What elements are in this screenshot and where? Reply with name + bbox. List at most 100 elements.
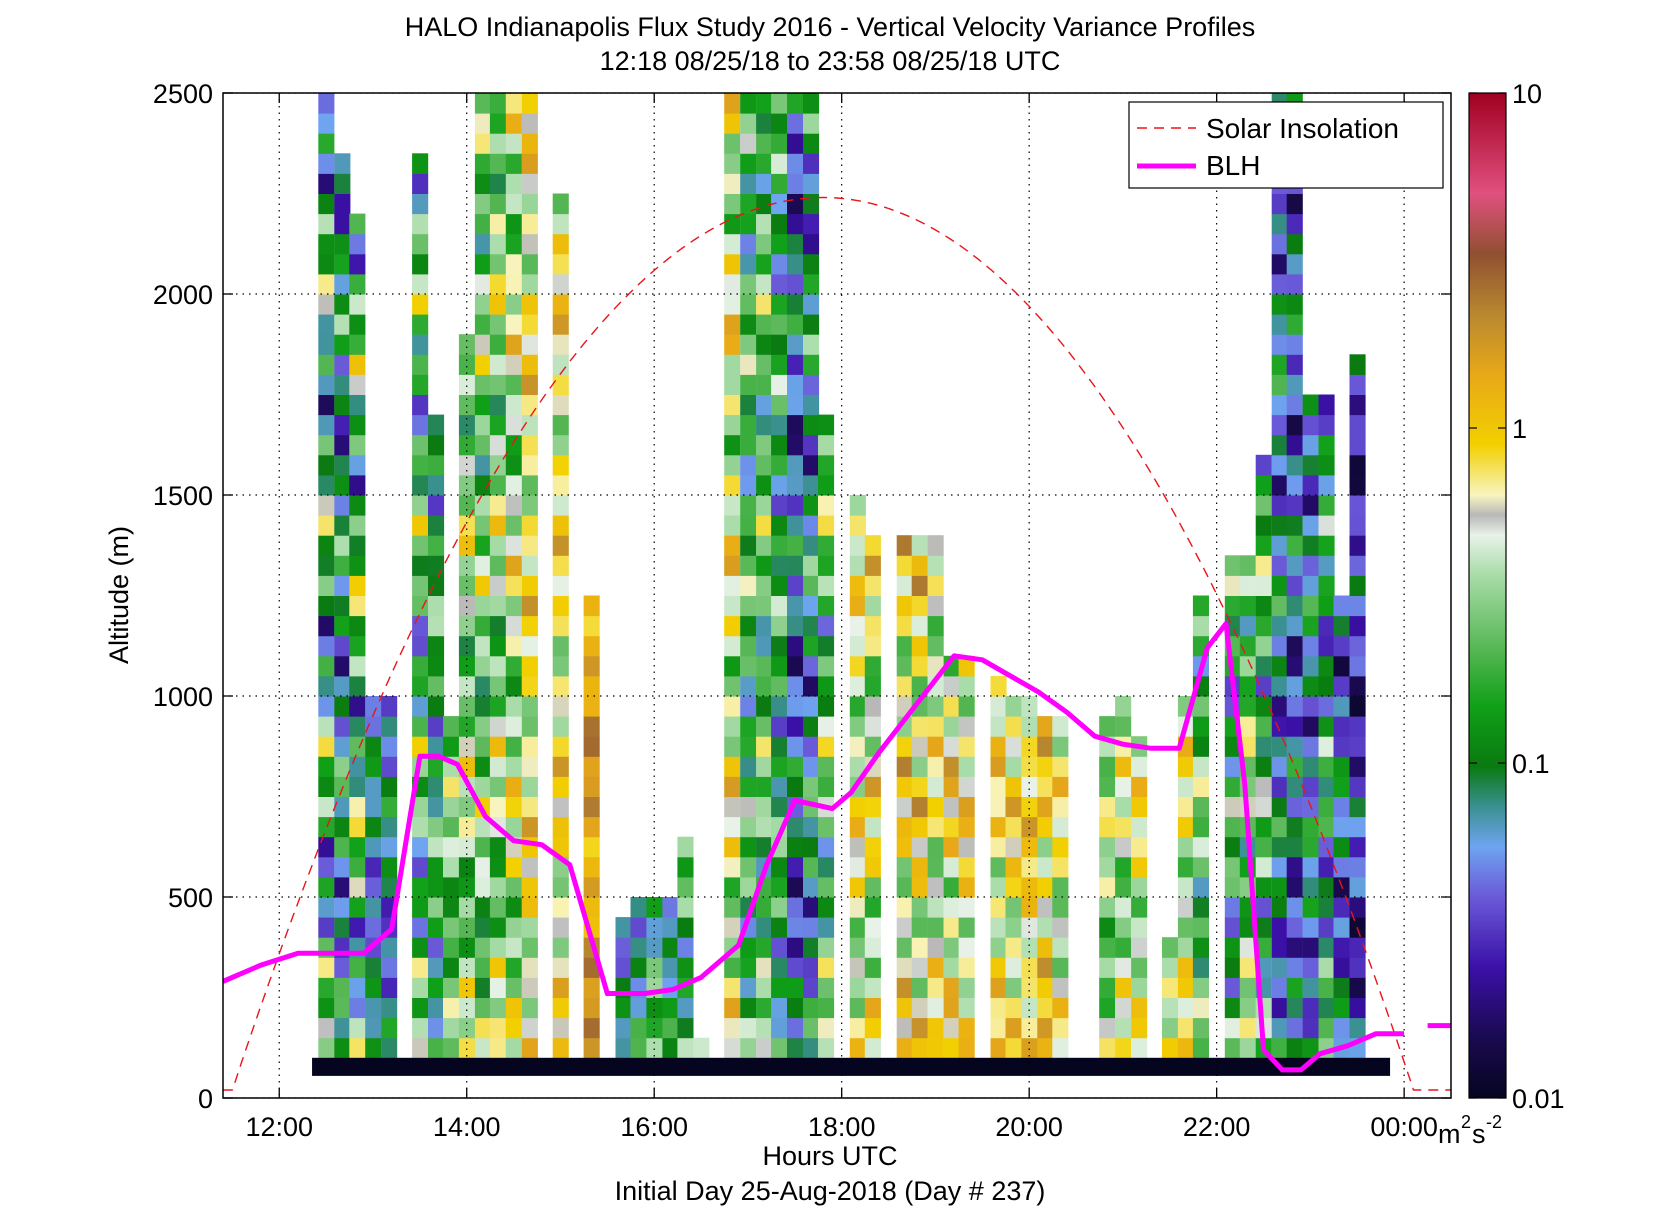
heatmap-cell (818, 575, 835, 596)
heatmap-cell (349, 655, 366, 677)
heatmap-cell (740, 1017, 757, 1039)
heatmap-cell (803, 575, 820, 596)
heatmap-cell (787, 1017, 804, 1039)
heatmap-cell (489, 93, 506, 114)
heatmap-cell (1286, 615, 1303, 637)
heatmap-cell (787, 917, 804, 938)
x-axis-label-day: Initial Day 25-Aug-2018 (Day # 237) (615, 1176, 1046, 1206)
heatmap-cell (787, 816, 804, 838)
heatmap-cell (583, 977, 600, 998)
heatmap-cell (489, 675, 506, 697)
heatmap-cell (1052, 917, 1069, 938)
heatmap-cell (911, 1017, 928, 1039)
heatmap-cell (1115, 977, 1132, 998)
heatmap-cell (1271, 434, 1288, 456)
heatmap-cell (365, 796, 382, 818)
heatmap-cell (615, 957, 632, 978)
heatmap-cell (1302, 495, 1319, 516)
heatmap-cell (803, 655, 820, 677)
x-tick-label: 00:00 (1370, 1112, 1438, 1142)
heatmap-cell (365, 876, 382, 898)
heatmap-cell (1318, 937, 1335, 958)
heatmap-cell (318, 153, 335, 174)
heatmap-cell (756, 615, 773, 637)
heatmap-cell (677, 957, 694, 978)
heatmap-cell (864, 1037, 881, 1059)
y-tick-label: 2000 (153, 280, 213, 310)
heatmap-cell (1052, 997, 1069, 1019)
heatmap-cell (630, 1037, 647, 1059)
heatmap-cell (1286, 635, 1303, 657)
heatmap-cell (443, 776, 460, 797)
heatmap-cell (318, 515, 335, 536)
heatmap-cell (958, 957, 975, 978)
heatmap-cell (521, 153, 538, 174)
heatmap-cell (318, 856, 335, 878)
heatmap-cell (412, 937, 429, 958)
heatmap-cell (505, 233, 522, 255)
heatmap-cell (583, 736, 600, 757)
heatmap-cell (1115, 816, 1132, 838)
heatmap-cell (771, 796, 788, 818)
heatmap-cell (1318, 575, 1335, 596)
heatmap-cell (864, 696, 881, 717)
heatmap-cell (552, 374, 569, 395)
heatmap-cell (334, 474, 351, 496)
heatmap-cell (1286, 876, 1303, 898)
heatmap-cell (911, 535, 928, 556)
heatmap-cell (1239, 937, 1256, 958)
heatmap-cell (1177, 1037, 1194, 1059)
heatmap-cell (927, 535, 944, 556)
heatmap-cell (771, 977, 788, 998)
heatmap-cell (943, 977, 960, 998)
heatmap-cell (1333, 897, 1350, 918)
heatmap-cell (1286, 213, 1303, 235)
heatmap-cell (756, 294, 773, 315)
heatmap-cell (334, 173, 351, 194)
heatmap-cell (756, 917, 773, 938)
heatmap-cell (381, 776, 398, 797)
heatmap-cell (334, 374, 351, 395)
heatmap-cell (787, 273, 804, 295)
heatmap-cell (787, 655, 804, 677)
heatmap-cell (318, 414, 335, 436)
heatmap-cell (911, 917, 928, 938)
heatmap-cell (349, 394, 366, 416)
heatmap-cell (1192, 957, 1209, 978)
heatmap-cell (943, 876, 960, 898)
heatmap-cell (1115, 897, 1132, 918)
heatmap-cell (864, 937, 881, 958)
heatmap-cell (1302, 756, 1319, 777)
heatmap-cell (771, 294, 788, 315)
heatmap-cell (724, 334, 741, 355)
heatmap-cell (428, 897, 445, 918)
heatmap-cell (1286, 1037, 1303, 1059)
heatmap-cell (474, 776, 491, 797)
heatmap-cell (1349, 836, 1366, 858)
heatmap-cell (1271, 696, 1288, 717)
heatmap-cell (896, 776, 913, 797)
heatmap-cell (443, 1037, 460, 1059)
heatmap-cell (1115, 836, 1132, 858)
heatmap-cell (990, 675, 1007, 697)
heatmap-cell (365, 1017, 382, 1039)
heatmap-cell (1177, 756, 1194, 777)
heatmap-cell (521, 93, 538, 114)
heatmap-cell (318, 555, 335, 576)
heatmap-cell (1286, 997, 1303, 1019)
heatmap-cell (521, 615, 538, 637)
heatmap-cell (1052, 1037, 1069, 1059)
surface-layer-band (312, 1057, 1391, 1076)
heatmap-cell (771, 917, 788, 938)
heatmap-cell (1224, 756, 1241, 777)
heatmap-cell (677, 997, 694, 1019)
heatmap-cell (864, 816, 881, 838)
heatmap-cell (1318, 535, 1335, 556)
heatmap-cell (521, 716, 538, 737)
heatmap-cell (724, 414, 741, 436)
heatmap-cell (412, 977, 429, 998)
heatmap-cell (818, 1017, 835, 1039)
heatmap-cell (958, 897, 975, 918)
heatmap-cell (1239, 675, 1256, 697)
heatmap-cell (1115, 716, 1132, 737)
